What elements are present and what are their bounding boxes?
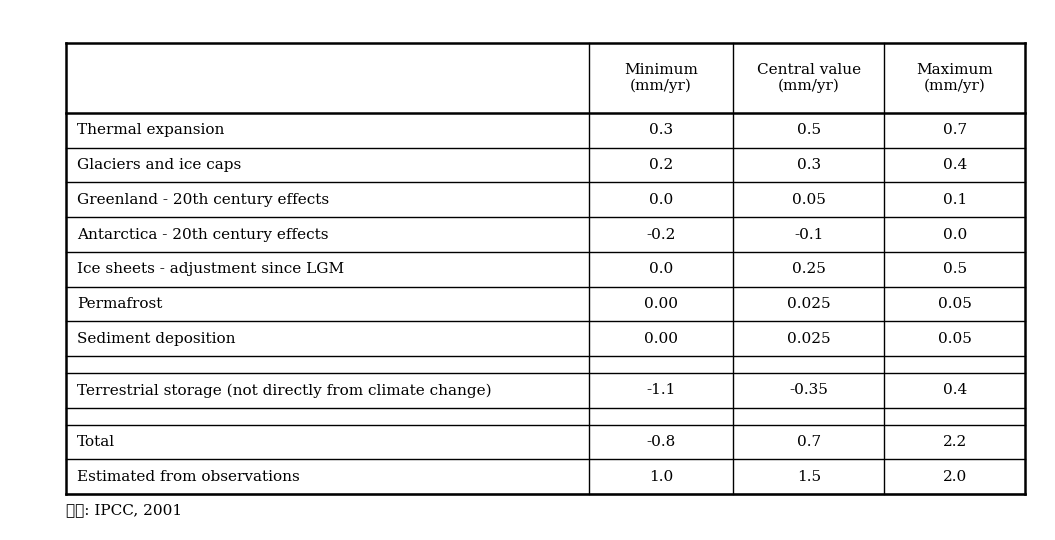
- Text: 0.00: 0.00: [644, 332, 678, 346]
- Text: 0.025: 0.025: [787, 297, 830, 311]
- Text: 1.0: 1.0: [649, 470, 673, 484]
- Text: 0.2: 0.2: [649, 158, 673, 172]
- Text: 0.4: 0.4: [943, 383, 967, 397]
- Text: 2.0: 2.0: [943, 470, 967, 484]
- Text: 1.5: 1.5: [797, 470, 821, 484]
- Text: Ice sheets - adjustment since LGM: Ice sheets - adjustment since LGM: [77, 262, 344, 276]
- Text: -0.8: -0.8: [647, 435, 675, 449]
- Text: 0.05: 0.05: [938, 297, 972, 311]
- Text: Glaciers and ice caps: Glaciers and ice caps: [77, 158, 242, 172]
- Text: 0.7: 0.7: [943, 124, 967, 137]
- Text: -1.1: -1.1: [647, 383, 676, 397]
- Text: Thermal expansion: Thermal expansion: [77, 124, 225, 137]
- Text: Permafrost: Permafrost: [77, 297, 162, 311]
- Text: 0.05: 0.05: [938, 332, 972, 346]
- Text: 0.00: 0.00: [644, 297, 678, 311]
- Text: Minimum
(mm/yr): Minimum (mm/yr): [625, 63, 698, 93]
- Text: 0.5: 0.5: [943, 262, 967, 276]
- Text: -0.1: -0.1: [794, 227, 823, 241]
- Text: Greenland - 20th century effects: Greenland - 20th century effects: [77, 193, 329, 207]
- Text: 0.4: 0.4: [943, 158, 967, 172]
- Text: 0.3: 0.3: [797, 158, 821, 172]
- Text: 0.0: 0.0: [943, 227, 967, 241]
- Text: 0.1: 0.1: [943, 193, 967, 207]
- Text: 2.2: 2.2: [943, 435, 967, 449]
- Text: 0.5: 0.5: [797, 124, 821, 137]
- Text: Total: Total: [77, 435, 115, 449]
- Text: 자료: IPCC, 2001: 자료: IPCC, 2001: [66, 503, 183, 517]
- Text: -0.2: -0.2: [647, 227, 676, 241]
- Text: 0.25: 0.25: [792, 262, 826, 276]
- Text: Sediment deposition: Sediment deposition: [77, 332, 235, 346]
- Text: Terrestrial storage (not directly from climate change): Terrestrial storage (not directly from c…: [77, 383, 492, 397]
- Text: Maximum
(mm/yr): Maximum (mm/yr): [917, 63, 994, 93]
- Text: 0.0: 0.0: [649, 193, 673, 207]
- Text: 0.025: 0.025: [787, 332, 830, 346]
- Text: 0.3: 0.3: [649, 124, 673, 137]
- Text: 0.05: 0.05: [792, 193, 826, 207]
- Text: -0.35: -0.35: [789, 383, 828, 397]
- Text: 0.0: 0.0: [649, 262, 673, 276]
- Text: Antarctica - 20th century effects: Antarctica - 20th century effects: [77, 227, 328, 241]
- Text: Central value
(mm/yr): Central value (mm/yr): [756, 63, 861, 93]
- Text: 0.7: 0.7: [797, 435, 821, 449]
- Text: Estimated from observations: Estimated from observations: [77, 470, 300, 484]
